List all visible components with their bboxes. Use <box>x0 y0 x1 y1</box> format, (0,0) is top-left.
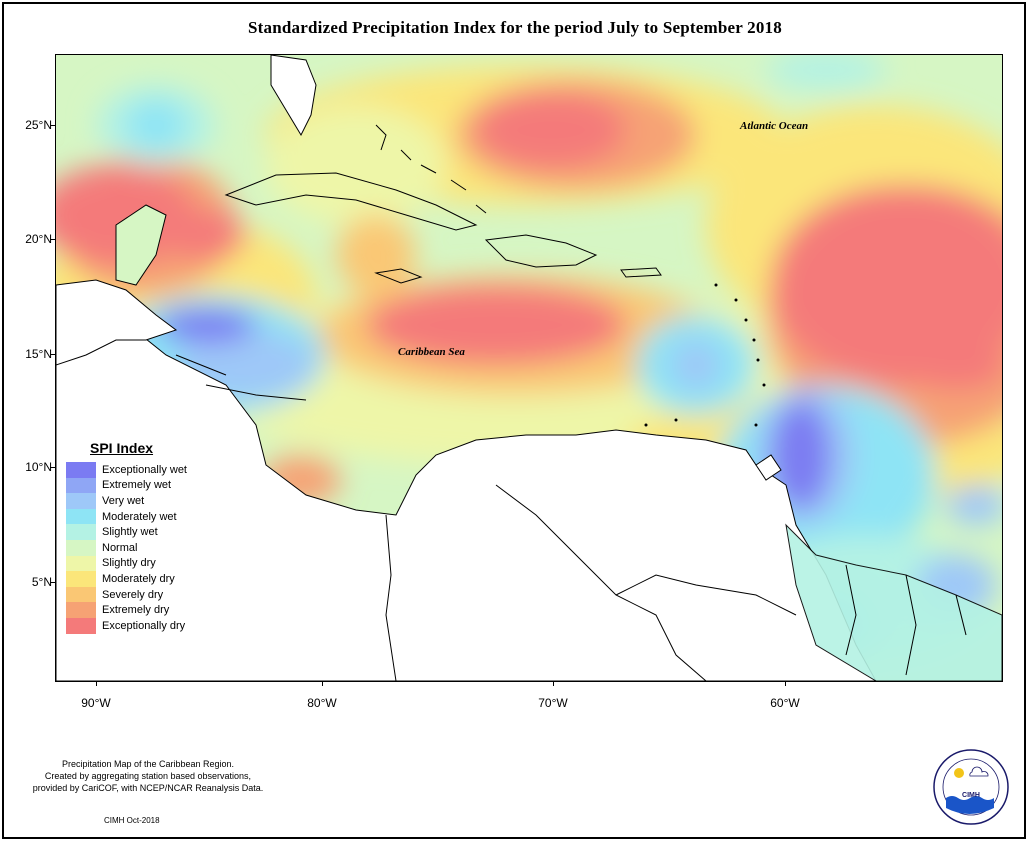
legend-swatch <box>66 524 96 540</box>
lon-label-80w: 80°W <box>307 696 337 710</box>
legend-swatch <box>66 539 96 556</box>
lon-tick <box>553 681 554 686</box>
legend-swatch <box>66 477 96 494</box>
lat-tick <box>50 467 55 468</box>
legend-item: Severely dry <box>66 586 206 603</box>
legend-label: Moderately dry <box>102 572 175 585</box>
footer-note: Precipitation Map of the Caribbean Regio… <box>8 758 288 794</box>
legend-item: Slightly dry <box>66 555 206 572</box>
caribbean-sea-label: Caribbean Sea <box>398 346 465 358</box>
lat-tick <box>50 125 55 126</box>
legend-label: Moderately wet <box>102 510 177 523</box>
legend-label: Extremely wet <box>102 479 172 492</box>
legend-label: Severely dry <box>102 588 164 601</box>
legend-item: Extremely dry <box>66 602 206 618</box>
legend-swatch <box>66 586 96 603</box>
lat-tick <box>50 582 55 583</box>
footer-line-2: Created by aggregating station based obs… <box>44 771 252 781</box>
lat-label-20n: 20°N <box>25 232 52 246</box>
lat-label-10n: 10°N <box>25 460 52 474</box>
legend-item: Slightly wet <box>66 524 206 540</box>
legend-title: SPI Index <box>90 440 154 456</box>
legend-item: Exceptionally wet <box>66 462 206 478</box>
credit-text: CIMH Oct-2018 <box>104 816 160 825</box>
lat-tick <box>50 354 55 355</box>
legend-item: Extremely wet <box>66 477 206 494</box>
legend-item: Very wet <box>66 493 206 509</box>
atlantic-ocean-label: Atlantic Ocean <box>740 120 809 132</box>
lat-label-15n: 15°N <box>25 347 52 361</box>
legend-swatch <box>66 602 96 618</box>
lon-label-60w: 60°W <box>770 696 800 710</box>
lat-label-5n: 5°N <box>31 575 52 589</box>
spi-map <box>55 54 1003 682</box>
lon-tick <box>785 681 786 686</box>
legend-swatch <box>66 617 96 634</box>
legend-item: Normal <box>66 539 206 556</box>
lon-tick <box>96 681 97 686</box>
cimh-logo-icon <box>933 749 1009 825</box>
legend-swatch <box>66 571 96 587</box>
legend-label: Normal <box>102 541 138 554</box>
spi-map-canvas <box>56 55 1002 681</box>
legend-item: Moderately wet <box>66 508 206 525</box>
legend-swatch <box>66 555 96 572</box>
lon-label-70w: 70°W <box>538 696 568 710</box>
legend-label: Exceptionally wet <box>102 463 187 476</box>
spi-legend: SPI Index Exceptionally wet Extremely wet… <box>66 440 206 634</box>
legend-item: Moderately dry <box>66 571 206 587</box>
cimh-logo: CIMH <box>932 748 1010 826</box>
legend-swatch <box>66 508 96 525</box>
legend-label: Extremely dry <box>102 604 170 617</box>
logo-text: CIMH <box>962 792 980 799</box>
lon-label-90w: 90°W <box>81 696 111 710</box>
legend-swatch <box>66 462 96 478</box>
footer-line-1: Precipitation Map of the Caribbean Regio… <box>61 759 235 769</box>
lat-label-25n: 25°N <box>25 118 52 132</box>
lon-tick <box>322 681 323 686</box>
footer-line-3: provided by CariCOF, with NCEP/NCAR Rean… <box>32 783 264 793</box>
legend-item: Exceptionally dry <box>66 617 206 634</box>
legend-label: Slightly dry <box>102 557 156 570</box>
legend-rows: Exceptionally wet Extremely wet Very wet Mo… <box>66 462 206 634</box>
lat-tick <box>50 239 55 240</box>
legend-label: Very wet <box>102 494 145 507</box>
legend-label: Exceptionally dry <box>102 619 186 632</box>
map-title: Standardized Precipitation Index for the… <box>248 18 782 37</box>
legend-swatch <box>66 493 96 509</box>
legend-label: Slightly wet <box>102 526 158 539</box>
